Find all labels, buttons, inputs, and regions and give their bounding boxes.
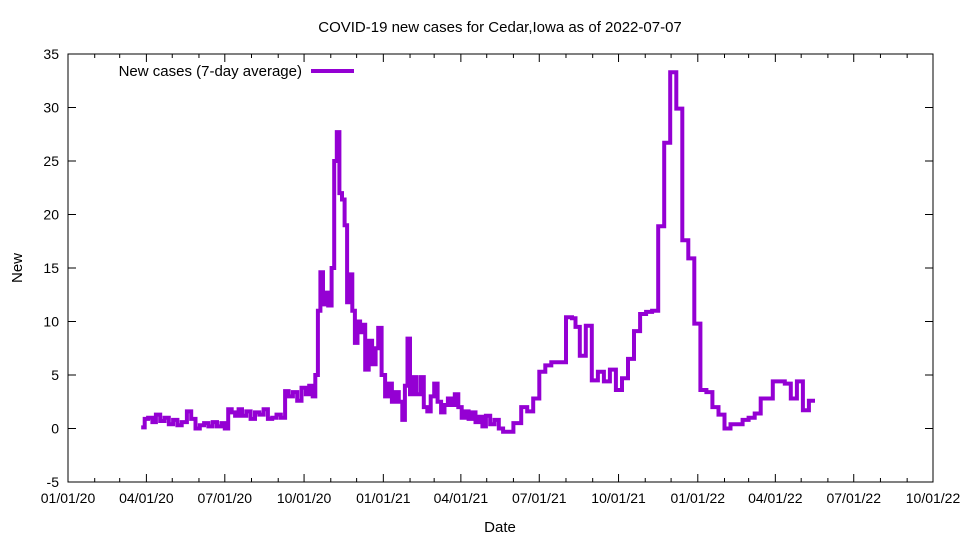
y-tick-label: 20 (43, 207, 59, 223)
y-tick-label: 15 (43, 260, 59, 276)
y-tick-label: 5 (51, 367, 59, 383)
y-tick-label: 30 (43, 100, 59, 116)
plot-frame (67, 53, 934, 483)
legend-label: New cases (7-day average) (119, 63, 302, 80)
y-tick-label: 35 (43, 46, 59, 62)
x-tick-label: 07/01/21 (512, 490, 567, 506)
x-tick-label: 10/01/20 (277, 490, 332, 506)
y-tick-labels: -5 0 5 10 15 20 25 30 35 (43, 46, 59, 490)
x-tick-label: 07/01/22 (826, 490, 881, 506)
x-tick-label: 01/01/21 (356, 490, 411, 506)
chart-title: COVID-19 new cases for Cedar,Iowa as of … (318, 19, 682, 36)
x-tick-label: 04/01/21 (434, 490, 489, 506)
y-axis-label: New (9, 253, 26, 283)
y-tick-label: 25 (43, 153, 59, 169)
axis-ticks (67, 53, 934, 483)
x-tick-label: 04/01/22 (748, 490, 803, 506)
x-tick-label: 07/01/20 (198, 490, 253, 506)
x-tick-label: 01/01/22 (671, 490, 726, 506)
chart-legend: New cases (7-day average) (119, 63, 354, 80)
x-tick-label: 01/01/20 (41, 490, 96, 506)
x-tick-label: 10/01/21 (591, 490, 646, 506)
y-tick-label: 0 (51, 421, 59, 437)
x-tick-label: 10/01/22 (906, 490, 960, 506)
x-axis-label: Date (484, 519, 516, 536)
x-tick-label: 04/01/20 (119, 490, 174, 506)
x-tick-labels: 01/01/20 04/01/20 07/01/20 10/01/20 01/01/21… (41, 490, 960, 506)
series-line-new-cases (141, 70, 815, 434)
y-tick-label: 10 (43, 314, 59, 330)
y-tick-label: -5 (47, 474, 60, 490)
